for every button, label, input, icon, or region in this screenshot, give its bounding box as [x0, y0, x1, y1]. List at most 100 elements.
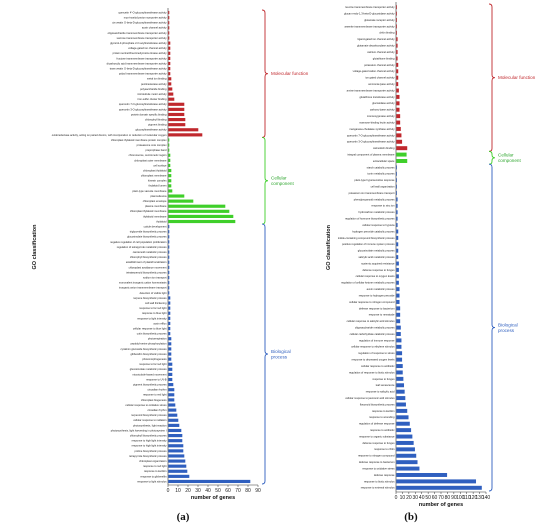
bar — [396, 261, 399, 266]
category-label: chloroplast thylakoid membrane — [130, 209, 167, 213]
bar — [168, 276, 170, 280]
category-label: chloroplast thylakoid membrane protein c… — [111, 138, 167, 142]
bar — [396, 165, 397, 170]
bar — [396, 242, 399, 247]
bar — [168, 418, 179, 422]
group-label: Molecular function — [271, 71, 309, 76]
bar — [168, 128, 199, 132]
group-brace — [488, 3, 496, 152]
category-label: hydrogen peroxide catabolic process — [352, 229, 395, 233]
bar — [396, 216, 398, 221]
category-label: leaf senescence — [376, 383, 395, 387]
category-label: regulation of response to stress — [358, 351, 395, 355]
category-label: sucrose transmembrane transporter activi… — [117, 36, 168, 40]
bar — [168, 174, 172, 178]
category-label: auxin efflux — [153, 321, 167, 325]
category-label: cis-zeatin O-beta-D-glucosyltransferase … — [112, 21, 167, 25]
bar — [168, 179, 172, 183]
category-label: establishment of plastid localization — [126, 260, 167, 264]
bar — [396, 88, 399, 93]
bar — [168, 235, 170, 239]
category-label: pigment biosynthetic process — [133, 383, 167, 387]
bar — [396, 197, 398, 202]
bar — [396, 466, 420, 471]
category-label: response to fungus — [372, 377, 395, 381]
category-label: regulation of immune response — [359, 338, 395, 342]
bar — [168, 286, 170, 290]
category-label: protein serine/threonine/tyrosine kinase… — [113, 51, 168, 55]
bar — [396, 312, 401, 317]
bar — [396, 50, 398, 55]
category-label: photomorphogenesis — [142, 357, 167, 361]
bar — [168, 250, 170, 254]
category-label: inorganic anion transmembrane transport — [119, 286, 167, 290]
category-label: dicarboxylic acid transmembrane transpor… — [107, 61, 168, 65]
category-label: microtubule-based movement — [132, 372, 166, 376]
category-label: quercetin 7-O-glucosyltransferase activi… — [119, 102, 167, 106]
category-label: plant-type vacuole membrane — [132, 189, 167, 193]
bar — [396, 344, 402, 349]
category-label: terpene biosynthetic process — [133, 296, 167, 300]
bar — [168, 209, 230, 213]
bar — [168, 444, 184, 448]
category-label: glucan endo-1,3-beta-D-glucosidase activ… — [344, 12, 395, 16]
category-label: response to organic substance — [359, 434, 395, 438]
bar — [168, 377, 173, 382]
category-label: polyol transmembrane transporter activit… — [119, 72, 167, 76]
category-label: indole-containing compound biosynthetic … — [338, 236, 395, 240]
bar — [396, 126, 401, 131]
category-label: mannose-binding lectin activity — [359, 120, 395, 124]
bar — [168, 383, 174, 387]
category-label: response to antibiotic — [370, 428, 395, 432]
bar — [168, 107, 185, 111]
category-label: glycerol-3-phosphate 2-O-acyltransferase… — [110, 41, 167, 45]
bar — [168, 112, 185, 117]
category-label: quercetin 7-O-glucosyltransferase activi… — [347, 133, 395, 137]
category-label: myo-inositol:proton symporter activity — [124, 16, 168, 20]
bar — [396, 11, 397, 16]
bar — [168, 342, 172, 346]
category-label: response to red light — [143, 464, 167, 468]
x-tick-label: 80 — [245, 488, 251, 494]
x-tick-label: 60 — [432, 495, 438, 501]
bar — [396, 408, 408, 413]
bar — [168, 92, 174, 96]
x-tick-label: 40 — [205, 488, 211, 494]
bar — [168, 10, 170, 15]
bar — [396, 421, 410, 426]
x-tick-label: 100 — [456, 495, 465, 501]
bar — [396, 293, 400, 298]
x-tick-label: 80 — [445, 495, 451, 501]
category-label: fructose transmembrane transporter activ… — [116, 56, 167, 60]
bar — [168, 311, 171, 315]
bar — [168, 143, 170, 147]
category-label: voltage-gated cation channel activity — [353, 69, 396, 73]
x-tick-label: 120 — [469, 495, 478, 501]
category-label: phenylpropanoid metabolic process — [354, 197, 396, 201]
category-label: defense response to fungus — [362, 441, 395, 445]
x-tick-label: 30 — [413, 495, 419, 501]
category-label: circadian rhythm — [147, 408, 166, 412]
bar — [396, 75, 399, 80]
category-label: photorespiration — [148, 337, 167, 341]
bar — [168, 189, 173, 193]
bar — [396, 37, 398, 42]
bar — [168, 41, 171, 45]
category-label: positive regulation of immune system pro… — [342, 242, 395, 246]
category-label: cellular response to salicylic acid stim… — [347, 319, 396, 323]
category-label: hydrocarbon metabolic process — [358, 210, 395, 214]
bar — [168, 398, 175, 402]
x-tick-label: 50 — [215, 488, 221, 494]
category-label: manganese-chelatase synthase activity — [349, 127, 395, 131]
bar — [168, 204, 226, 208]
category-label: sodium ion transport — [143, 275, 167, 279]
category-label: detection of visible light — [140, 291, 167, 295]
bar — [168, 439, 183, 443]
bar — [396, 274, 399, 279]
bar — [396, 319, 401, 324]
category-label: regulation of hormone biosynthetic proce… — [345, 217, 395, 221]
bar — [168, 270, 170, 275]
category-label: response to high light intensity — [132, 439, 168, 443]
category-label: cuticle development — [144, 225, 167, 229]
bar — [168, 469, 188, 473]
